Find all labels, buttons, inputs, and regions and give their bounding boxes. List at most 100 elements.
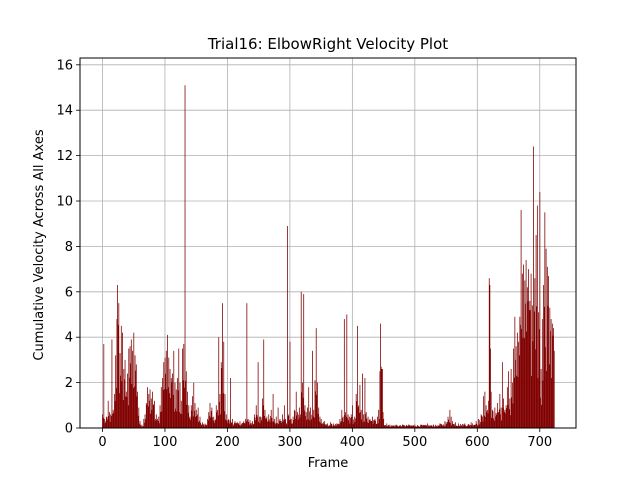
bar xyxy=(203,424,205,428)
bar xyxy=(430,425,431,428)
bar xyxy=(386,423,388,428)
bar xyxy=(447,416,449,428)
bar xyxy=(333,423,335,428)
bar xyxy=(357,325,358,428)
bar xyxy=(450,422,451,428)
bar xyxy=(157,421,159,428)
bar xyxy=(506,387,508,428)
bar xyxy=(339,418,341,428)
bar xyxy=(155,418,157,428)
bar xyxy=(422,425,423,428)
bar xyxy=(303,294,305,428)
x-tick-label: 400 xyxy=(340,435,365,450)
bar xyxy=(481,416,483,428)
bar xyxy=(412,425,414,428)
bar xyxy=(428,425,430,428)
bar xyxy=(354,422,356,428)
bar xyxy=(477,425,479,428)
bar xyxy=(172,394,174,428)
bar xyxy=(418,426,420,428)
bar xyxy=(284,419,286,428)
bar xyxy=(365,413,366,428)
bar xyxy=(337,424,339,428)
bar xyxy=(230,378,232,428)
bar xyxy=(170,397,172,428)
bar xyxy=(149,389,151,428)
y-tick-label: 16 xyxy=(56,58,73,73)
bar xyxy=(407,425,409,428)
bar xyxy=(180,413,182,428)
bar xyxy=(543,284,544,428)
bar xyxy=(270,409,272,428)
bar xyxy=(305,415,306,428)
bar xyxy=(352,405,353,428)
bar xyxy=(205,424,207,428)
bar xyxy=(240,425,242,428)
bar xyxy=(257,416,258,428)
bar xyxy=(117,284,118,428)
bar xyxy=(138,407,140,428)
bar xyxy=(115,355,117,428)
bar xyxy=(425,425,427,428)
bar xyxy=(546,370,548,428)
bar xyxy=(169,368,171,428)
bar xyxy=(272,393,274,428)
bar xyxy=(464,423,466,428)
bar xyxy=(419,426,421,428)
bar xyxy=(433,426,435,428)
bar xyxy=(405,425,407,428)
bar xyxy=(279,418,281,428)
bar xyxy=(500,407,502,428)
bar xyxy=(292,416,294,428)
bar xyxy=(170,378,172,428)
bar xyxy=(440,423,441,428)
bar xyxy=(458,426,460,428)
bar xyxy=(258,421,260,428)
bar xyxy=(332,425,334,428)
bar xyxy=(302,382,303,428)
bar xyxy=(135,364,137,428)
bar xyxy=(437,426,438,428)
bar xyxy=(413,425,415,428)
bar xyxy=(292,423,293,428)
bar xyxy=(238,424,240,428)
bar xyxy=(212,420,214,428)
bar xyxy=(447,422,448,428)
y-tick-label: 8 xyxy=(65,240,73,255)
bar xyxy=(134,386,135,428)
bar xyxy=(551,323,553,428)
bar xyxy=(224,393,226,428)
bar xyxy=(313,417,315,428)
bar xyxy=(343,319,345,428)
x-tick-label: 700 xyxy=(527,435,552,450)
bar xyxy=(112,413,113,428)
bar xyxy=(452,421,453,428)
bar xyxy=(342,416,344,428)
bar xyxy=(112,409,114,428)
bar xyxy=(531,305,533,428)
bar xyxy=(492,411,494,428)
bar xyxy=(457,425,459,428)
bar xyxy=(372,423,374,428)
bar xyxy=(368,423,370,428)
bar xyxy=(213,416,215,428)
bar xyxy=(394,425,396,428)
bar xyxy=(175,408,177,428)
bar xyxy=(527,301,529,428)
bar xyxy=(385,426,387,428)
bar xyxy=(392,425,393,428)
bar xyxy=(291,423,293,428)
bar xyxy=(493,418,495,428)
bar xyxy=(227,423,228,428)
bar xyxy=(107,419,108,428)
bar xyxy=(232,418,233,428)
bar xyxy=(395,424,397,428)
bar xyxy=(415,426,416,428)
bar xyxy=(237,422,238,428)
bar xyxy=(525,260,527,428)
bar xyxy=(335,425,337,428)
bar xyxy=(184,387,185,428)
bar xyxy=(274,422,276,428)
bar xyxy=(165,373,167,428)
bar xyxy=(164,389,165,428)
